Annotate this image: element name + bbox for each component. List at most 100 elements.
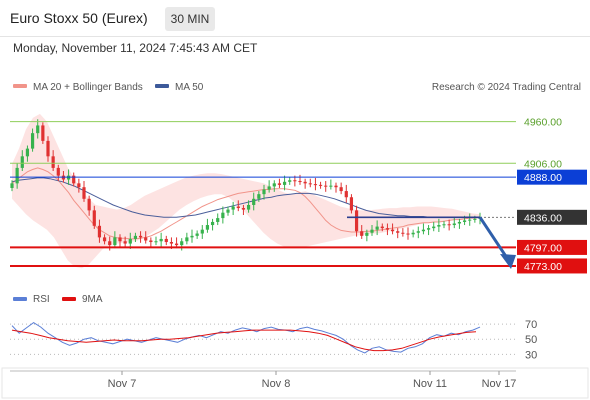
header-divider [0,36,590,37]
candle-body [236,206,240,209]
candle-body [102,237,107,242]
candle-body [36,125,40,134]
candle-body [277,183,282,185]
candle-body [241,208,246,210]
x-tick-label: Nov 7 [108,378,137,390]
timeframe-button[interactable]: 30 MIN [165,7,215,31]
candle-body [210,221,215,226]
rsi-legend-swatch [13,297,27,301]
level-label-box [517,239,587,255]
level-label-box [517,209,587,225]
candle-body [216,218,220,222]
candle-body [432,226,436,229]
candle-body [324,185,328,187]
candle-body [468,219,472,221]
candle-body [473,218,477,220]
level-label-box [517,169,587,185]
candle-body [452,223,456,226]
candle-body [164,238,168,243]
candle-body [133,235,138,239]
candle-body [180,241,184,246]
candle-body [200,229,204,234]
x-tick-label: Nov 8 [262,378,291,390]
candle-body [231,206,235,210]
candle-body [221,212,225,219]
candle-body [396,231,400,233]
candle-body [334,185,338,188]
ma50-legend-label: MA 50 [175,82,204,93]
candle-body [462,220,467,222]
rsi-tick-label: 50 [525,334,537,346]
ma50-line [11,177,480,218]
candle-body [252,198,256,205]
candle-body [272,183,276,187]
candle-body [298,181,302,183]
candle-body [344,191,348,198]
candle-body [349,197,354,211]
candle-body [144,237,148,241]
x-axis: Nov 7 Nov 8 Nov 11 Nov 17 [10,370,517,390]
candle-body [437,225,441,227]
candle-body [205,225,210,230]
candle-body [354,210,359,232]
candle-body [72,175,76,184]
candle-body [442,224,446,226]
candle-body [41,125,45,141]
candle-body [174,243,179,246]
candle-body [457,221,462,224]
candle-body [46,140,50,157]
candle-body [118,237,122,242]
candle-body [293,180,297,182]
candle-body [339,187,343,192]
candle-body [10,183,14,188]
x-tick-label: Nov 17 [482,378,517,390]
candle-body [426,228,431,230]
rsi-ma9-line [11,329,477,352]
candle-body [149,240,153,243]
candle-body [128,238,132,244]
x-tick-label: Nov 11 [413,378,447,390]
projection-arrow-shaft [478,216,509,259]
candle-body [92,210,96,226]
candle-body [267,186,271,190]
bollinger-band [12,113,480,269]
rsi-legend: RSI 9MA [13,294,103,305]
ma9-legend-swatch [62,297,76,301]
candle-body [226,209,230,213]
candle-body [20,156,24,168]
rsi-line [11,321,481,354]
ma20-legend-swatch [13,84,27,88]
x-axis-frame [1,367,589,399]
candle-body [370,229,374,233]
candle-body [390,229,395,232]
candle-body [308,183,312,185]
candle-body [375,226,379,230]
candle-body [380,226,384,229]
candle-body [401,232,405,234]
candle-body [303,181,307,184]
candle-body [282,181,287,185]
credit-text: Research © 2024 Trading Central [432,82,581,93]
candle-body [56,167,60,176]
candle-body [195,233,199,236]
candle-body [365,232,369,236]
candle-body [87,198,91,211]
timestamp: Monday, November 11, 2024 7:45:43 AM CET [13,41,258,55]
level-label: 4836.00 [524,212,562,224]
ma20-line [11,167,481,240]
candle-body [313,184,318,186]
candle-body [406,233,410,235]
level-label: 4773.00 [524,261,562,273]
candle-body [185,237,189,242]
candle-body [257,194,261,199]
candle-body [15,167,19,184]
price-plot [10,113,482,269]
candle-body [318,184,323,186]
candle-body [329,185,333,187]
candle-body [169,242,174,244]
level-label: 4888.00 [524,172,562,184]
candle-body [416,231,420,233]
rsi-legend-label: RSI [33,294,50,305]
price-legend: MA 20 + Bollinger Bands MA 50 Research ©… [13,82,581,93]
